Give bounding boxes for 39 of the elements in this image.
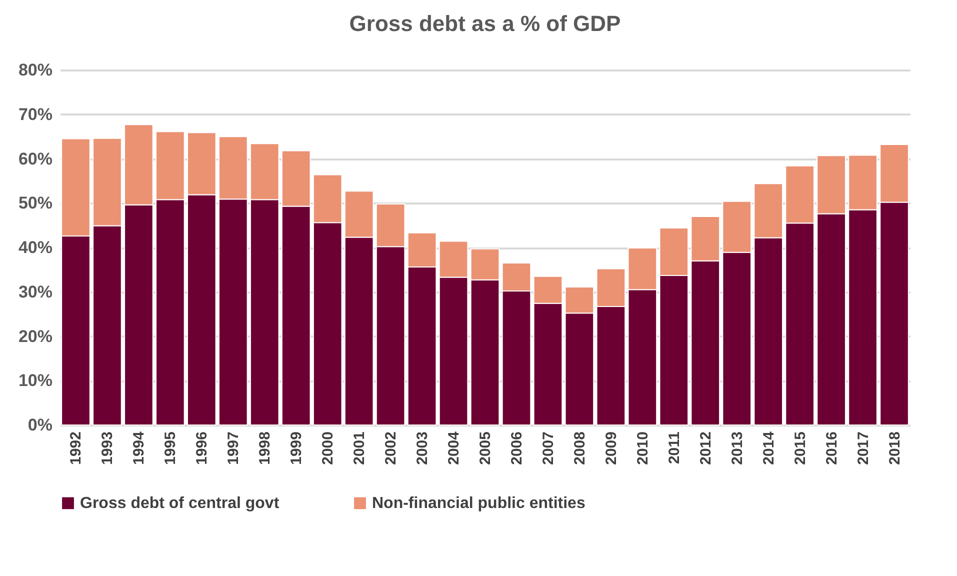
y-tick-label: 20% <box>18 326 52 346</box>
x-tick-label: 1992 <box>68 432 85 465</box>
x-tick-label: 1999 <box>288 432 306 465</box>
y-tick-label: 0% <box>28 416 52 434</box>
x-tick-label: 2011 <box>666 432 683 464</box>
y-tick-label: 70% <box>18 104 52 124</box>
x-tick-label: 2016 <box>823 432 840 465</box>
x-tick-label: 2004 <box>446 430 463 465</box>
chart-title: Gross debt as a % of GDP <box>349 11 621 36</box>
x-tick-label: 1995 <box>162 432 180 465</box>
x-tick-label: 1998 <box>256 432 274 465</box>
x-tick-label: 2012 <box>697 432 714 465</box>
x-tick-label: 2013 <box>728 432 746 465</box>
x-tick-label: 1996 <box>194 432 211 465</box>
y-tick-label: 80% <box>18 60 52 80</box>
x-tick-label: 2010 <box>634 432 652 465</box>
x-tick-label: 2008 <box>571 432 588 465</box>
x-tick-label: 2018 <box>886 432 904 465</box>
x-tick-label: 1993 <box>99 432 116 465</box>
x-tick-label: 2014 <box>760 430 778 465</box>
x-tick-label: 2007 <box>540 432 557 465</box>
x-tick-label: 2000 <box>320 432 337 465</box>
y-tick-label: 40% <box>18 238 52 257</box>
y-tick-label: 60% <box>18 149 52 168</box>
x-tick-label: 2001 <box>351 432 368 465</box>
x-tick-label: 1994 <box>130 430 148 465</box>
x-tick-label: 2015 <box>792 432 809 465</box>
x-tick-label: 2009 <box>602 432 620 465</box>
legend-label: Gross debt of central govt <box>80 495 280 512</box>
y-tick-label: 10% <box>18 371 52 390</box>
legend-label: Non-financial public entities <box>372 495 586 512</box>
x-tick-label: 2005 <box>477 432 494 465</box>
x-tick-label: 2006 <box>508 432 526 465</box>
x-tick-label: 2017 <box>854 432 872 465</box>
x-tick-label: 2003 <box>414 432 432 465</box>
y-tick-label: 30% <box>18 282 52 302</box>
y-tick-label: 50% <box>18 194 52 213</box>
x-tick-label: 1997 <box>225 432 242 465</box>
x-tick-label: 2002 <box>382 432 400 465</box>
